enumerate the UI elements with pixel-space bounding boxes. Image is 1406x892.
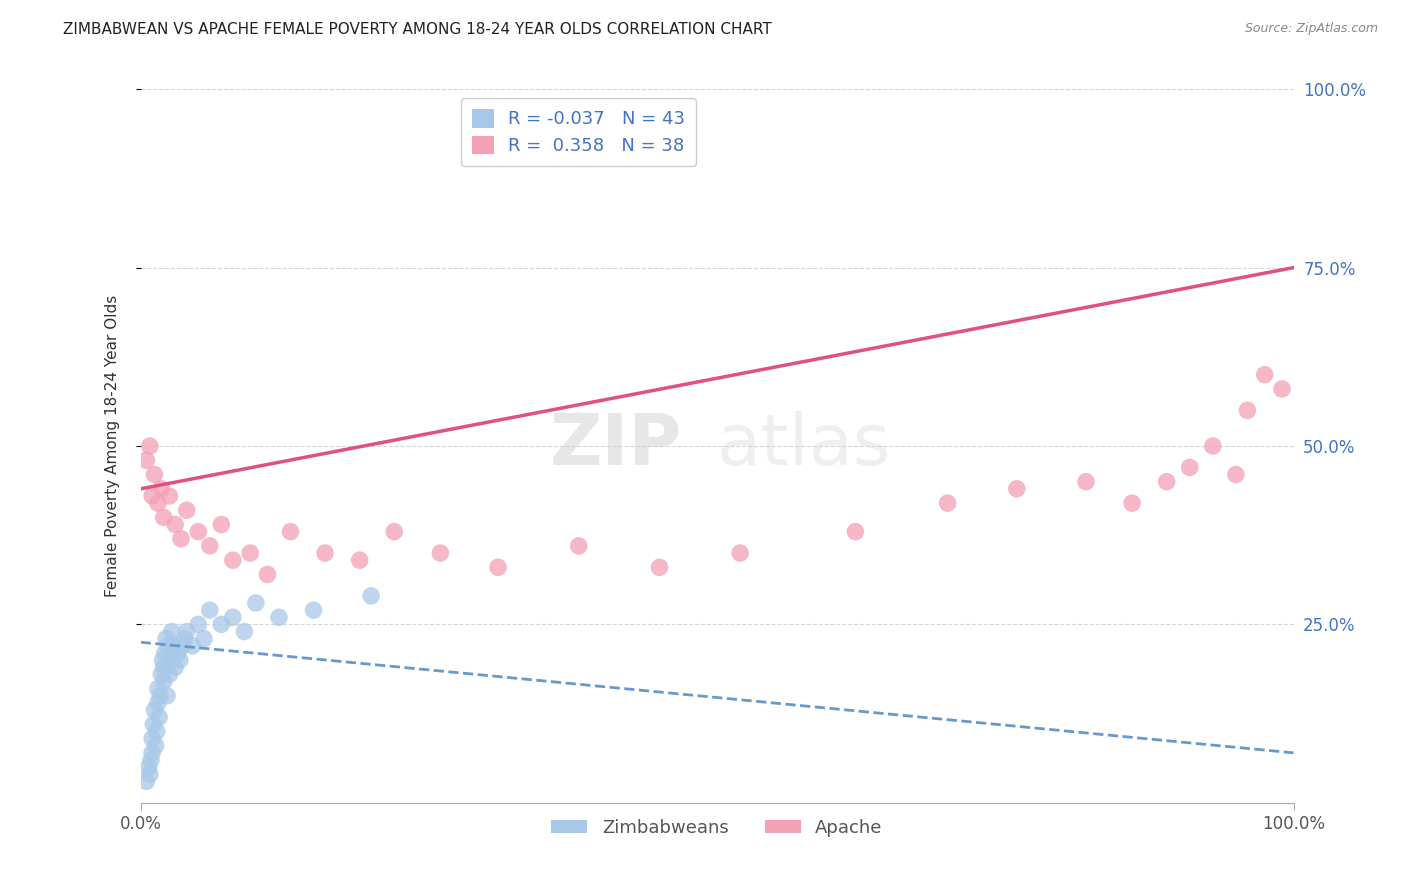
Point: [141, 731, 163, 746]
Point: [156, 689, 179, 703]
Point: [382, 524, 405, 539]
Point: [245, 596, 267, 610]
Point: [1178, 460, 1201, 475]
Point: [1202, 439, 1225, 453]
Text: ZIP: ZIP: [550, 411, 682, 481]
Point: [1005, 482, 1028, 496]
Point: [844, 524, 866, 539]
Point: [1225, 467, 1247, 482]
Point: [159, 653, 181, 667]
Point: [280, 524, 302, 539]
Point: [1156, 475, 1178, 489]
Point: [187, 617, 209, 632]
Point: [146, 696, 169, 710]
Point: [193, 632, 215, 646]
Point: [209, 517, 232, 532]
Point: [1254, 368, 1277, 382]
Text: atlas: atlas: [717, 411, 891, 481]
Point: [150, 482, 173, 496]
Point: [222, 553, 245, 567]
Point: [170, 532, 193, 546]
Point: [166, 646, 188, 660]
Point: [233, 624, 256, 639]
Point: [153, 646, 176, 660]
Point: [1121, 496, 1143, 510]
Point: [160, 624, 183, 639]
Point: [181, 639, 204, 653]
Point: [165, 517, 187, 532]
Point: [176, 624, 198, 639]
Point: [145, 739, 167, 753]
Point: [187, 524, 209, 539]
Point: [1074, 475, 1097, 489]
Point: [256, 567, 278, 582]
Point: [143, 467, 166, 482]
Point: [169, 653, 191, 667]
Point: [222, 610, 245, 624]
Point: [142, 717, 165, 731]
Text: Source: ZipAtlas.com: Source: ZipAtlas.com: [1244, 22, 1378, 36]
Text: ZIMBABWEAN VS APACHE FEMALE POVERTY AMONG 18-24 YEAR OLDS CORRELATION CHART: ZIMBABWEAN VS APACHE FEMALE POVERTY AMON…: [63, 22, 772, 37]
Point: [155, 632, 177, 646]
Point: [209, 617, 232, 632]
Point: [239, 546, 262, 560]
Point: [152, 674, 174, 689]
Point: [1271, 382, 1294, 396]
Point: [176, 503, 198, 517]
Point: [159, 667, 180, 681]
Legend: Zimbabweans, Apache: Zimbabweans, Apache: [544, 812, 890, 844]
Point: [139, 439, 162, 453]
Point: [486, 560, 509, 574]
Point: [146, 496, 169, 510]
Point: [139, 767, 162, 781]
Point: [165, 660, 187, 674]
Point: [173, 632, 195, 646]
Point: [429, 546, 451, 560]
Point: [157, 639, 180, 653]
Point: [198, 539, 221, 553]
Point: [138, 760, 160, 774]
Point: [150, 667, 173, 681]
Point: [172, 639, 194, 653]
Point: [159, 489, 180, 503]
Point: [648, 560, 671, 574]
Point: [141, 489, 163, 503]
Point: [145, 724, 167, 739]
Point: [141, 746, 163, 760]
Point: [162, 639, 184, 653]
Point: [143, 703, 166, 717]
Point: [139, 753, 162, 767]
Point: [360, 589, 382, 603]
Point: [135, 453, 157, 467]
Y-axis label: Female Poverty Among 18-24 Year Olds: Female Poverty Among 18-24 Year Olds: [105, 295, 120, 597]
Point: [149, 689, 172, 703]
Point: [349, 553, 371, 567]
Point: [198, 603, 221, 617]
Point: [728, 546, 751, 560]
Point: [1236, 403, 1258, 417]
Point: [152, 660, 174, 674]
Point: [568, 539, 591, 553]
Point: [302, 603, 325, 617]
Point: [314, 546, 336, 560]
Point: [152, 510, 174, 524]
Point: [152, 653, 174, 667]
Point: [148, 710, 170, 724]
Point: [267, 610, 290, 624]
Point: [135, 774, 157, 789]
Point: [936, 496, 959, 510]
Point: [146, 681, 169, 696]
